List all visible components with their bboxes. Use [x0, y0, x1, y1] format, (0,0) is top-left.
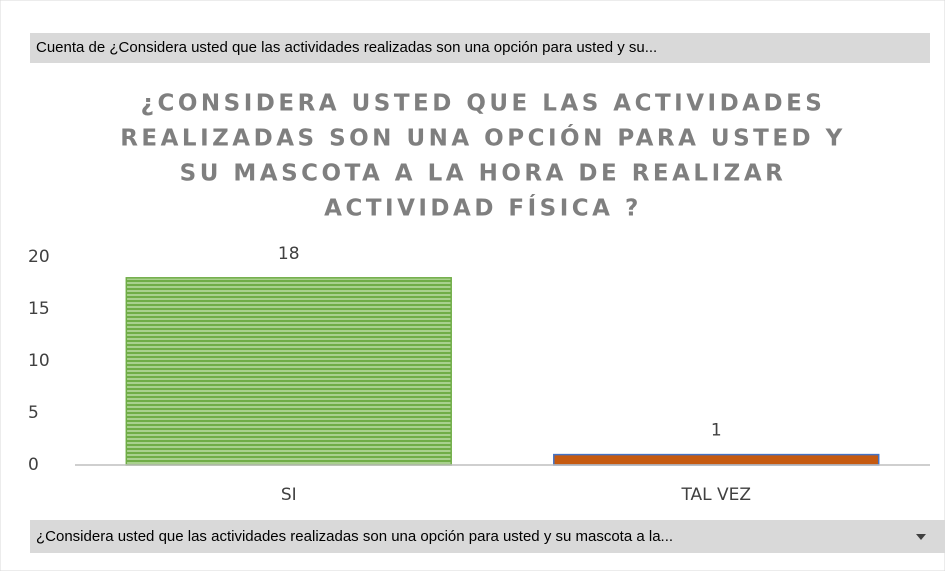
y-tick-label: 5 — [28, 403, 39, 423]
data-label: 1 — [711, 421, 722, 441]
data-label: 18 — [278, 244, 300, 264]
x-tick-label: TAL VEZ — [680, 485, 751, 505]
chart-title: REALIZADAS SON UNA OPCIÓN PARA USTED Y — [120, 124, 846, 152]
chart-title: SU MASCOTA A LA HORA DE REALIZAR — [180, 161, 787, 187]
dropdown-arrow[interactable] — [916, 534, 926, 540]
chart-title: ACTIVIDAD FÍSICA ? — [324, 194, 642, 222]
axis-field-label: ¿Considera usted que las actividades rea… — [36, 528, 673, 545]
chart-title: ¿CONSIDERA USTED QUE LAS ACTIVIDADES — [141, 91, 826, 117]
y-tick-label: 20 — [28, 247, 50, 267]
axis-field-button[interactable] — [30, 520, 945, 553]
x-tick-label: SI — [281, 485, 297, 505]
bar — [125, 277, 452, 466]
y-tick-label: 0 — [28, 455, 39, 475]
value-field-button[interactable] — [30, 33, 930, 63]
y-tick-label: 10 — [28, 351, 50, 371]
value-field-label: Cuenta de ¿Considera usted que las activ… — [36, 39, 657, 56]
bar — [553, 453, 880, 466]
y-tick-label: 15 — [28, 299, 50, 319]
